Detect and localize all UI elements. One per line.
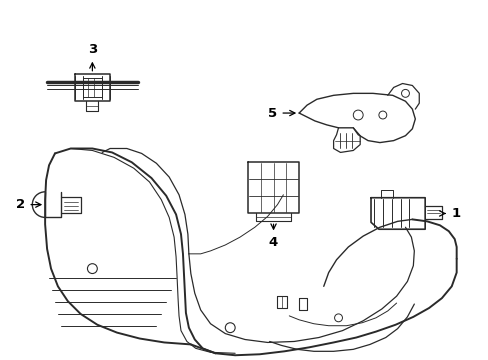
Text: 4: 4 <box>268 224 278 249</box>
Text: 1: 1 <box>439 207 460 220</box>
Text: 2: 2 <box>16 198 41 211</box>
Text: 3: 3 <box>87 43 97 71</box>
Text: 5: 5 <box>268 107 294 120</box>
